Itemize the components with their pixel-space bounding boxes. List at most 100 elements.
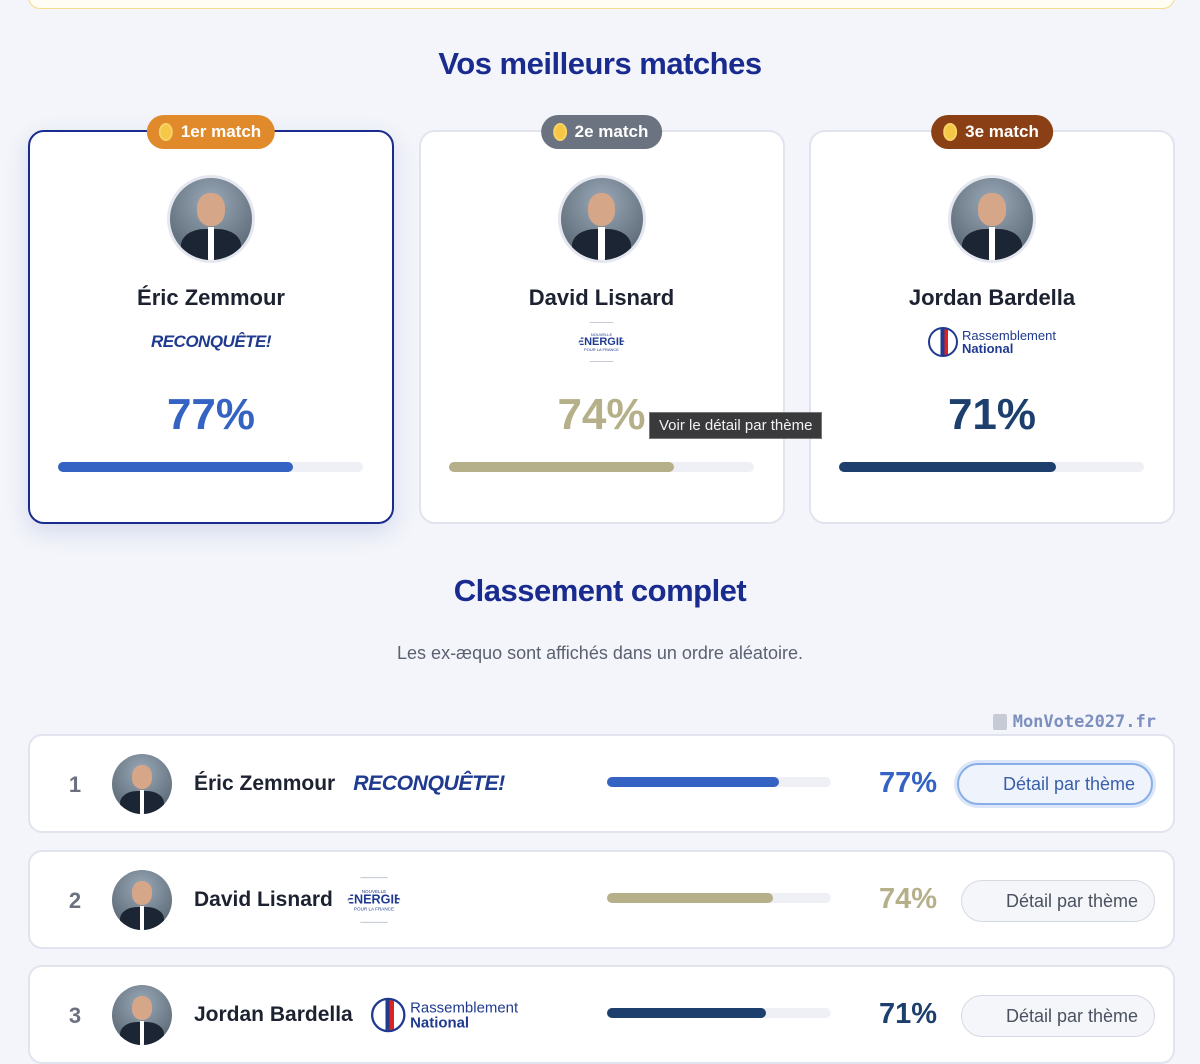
match-percent: 77%	[166, 390, 256, 439]
photo-head	[587, 192, 616, 226]
badge-text: 1er match	[180, 122, 262, 141]
badge-text: 2e match	[574, 122, 649, 141]
match-card[interactable]: 1er match Éric Zemmour RECONQUÊTE! 77%	[28, 115, 394, 524]
section-title: Classement complet	[453, 573, 747, 608]
detail-button[interactable]: Détail par thème	[957, 763, 1154, 805]
progress-track	[607, 893, 831, 903]
progress-bar	[607, 777, 780, 787]
candidate-name: David Lisnard	[194, 887, 333, 911]
candidate-name: Éric Zemmour	[194, 771, 336, 795]
match-percent: 77%	[878, 767, 937, 799]
match-card[interactable]: 2e match David Lisnard NOUVELLE ÉNERGIE POUR…	[418, 115, 785, 524]
party-logo-box: RECONQUÊTE!	[30, 322, 392, 362]
party-logo-line: POUR LA FRANCE	[584, 346, 619, 352]
party-logo-line: NOUVELLE	[590, 331, 613, 337]
photo	[167, 175, 255, 263]
party-logo: NOUVELLE ÉNERGIE POUR LA FRANCE	[345, 876, 403, 923]
party-logo-mark	[370, 997, 406, 1032]
progress-track	[607, 777, 831, 787]
candidate-name: David Lisnard	[528, 285, 675, 310]
chart-icon	[978, 893, 994, 909]
ranking-row: 3 Jordan Bardella Rassemblement National 71%…	[28, 965, 1175, 1064]
match-card[interactable]: 3e match Jordan Bardella Rassemblement Nati…	[809, 115, 1175, 524]
photo	[112, 985, 172, 1045]
button-label: Détail par thème	[1003, 773, 1136, 794]
photo-tie	[139, 1021, 145, 1045]
chart-icon	[975, 776, 991, 792]
party-logo-text: Rassemblement National	[410, 1000, 518, 1030]
progress-bar	[607, 893, 773, 903]
photo-head	[131, 995, 153, 1020]
party-logo: RECONQUÊTE!	[150, 332, 272, 351]
photo-head	[131, 880, 153, 905]
medal-icon	[158, 123, 173, 141]
photo	[112, 870, 172, 930]
medal-icon	[943, 123, 958, 141]
progress-track	[607, 1008, 831, 1018]
photo-tie	[207, 227, 215, 260]
ranking-row: 2 David Lisnard NOUVELLE ÉNERGIE POUR LA FRA…	[28, 850, 1175, 949]
progress-track	[839, 462, 1144, 472]
name-group: Éric Zemmour RECONQUÊTE!	[194, 736, 505, 831]
party-logo: Rassemblement National	[370, 997, 518, 1032]
party-logo-line: Rassemblement	[962, 328, 1056, 343]
photo	[112, 754, 172, 814]
party-logo-line: National	[962, 341, 1014, 356]
photo	[557, 175, 646, 263]
note: Les ex-æquo sont affichés dans un ordre …	[397, 643, 803, 663]
detail-button[interactable]: Détail par thème	[961, 995, 1156, 1037]
watermark-icon	[992, 714, 1007, 730]
rank: 1	[68, 772, 82, 797]
button-label: Détail par thème	[1006, 1005, 1139, 1026]
badge-text: 3e match	[965, 122, 1039, 141]
chart-icon	[978, 1008, 994, 1024]
party-logo-text: Rassemblement National	[962, 329, 1056, 355]
party-logo-box: Rassemblement National	[811, 322, 1173, 362]
match-percent: 74%	[557, 390, 646, 439]
candidate-name: Éric Zemmour	[137, 285, 285, 310]
candidate-name: Jordan Bardella	[908, 285, 1076, 310]
match-percent: 74%	[878, 883, 937, 915]
rank: 3	[68, 1003, 82, 1028]
watermark: MonVote2027.fr	[992, 712, 1156, 732]
party-logo: NOUVELLE ÉNERGIE POUR LA FRANCE	[576, 322, 627, 362]
party-logo-box: NOUVELLE ÉNERGIE POUR LA FRANCE	[421, 322, 783, 362]
name-group: Jordan Bardella Rassemblement National	[194, 967, 518, 1062]
rank: 2	[68, 888, 82, 913]
party-logo-line: ÉNERGIE	[345, 892, 403, 906]
badge: 3e match	[931, 115, 1053, 149]
photo-tie	[988, 227, 996, 260]
party-logo-mark	[928, 327, 959, 357]
photo-tie	[598, 227, 605, 260]
progress-track	[58, 462, 363, 472]
progress-bar	[839, 462, 1056, 472]
progress-bar	[448, 462, 675, 472]
section-title: Vos meilleurs matches	[438, 46, 762, 81]
photo-tie	[139, 906, 145, 930]
ranking-row: 1 Éric Zemmour RECONQUÊTE! 77% Détail par th…	[28, 734, 1175, 833]
detail-button[interactable]: Détail par thème	[961, 880, 1156, 922]
photo-tie	[139, 790, 145, 814]
candidate-name: Jordan Bardella	[194, 1002, 353, 1026]
name-group: David Lisnard NOUVELLE ÉNERGIE POUR LA FRAN…	[194, 852, 403, 947]
progress-bar	[607, 1008, 767, 1018]
photo	[948, 175, 1036, 263]
party-logo-line: ÉNERGIE	[576, 335, 627, 348]
progress-bar	[58, 462, 293, 472]
watermark-text: MonVote2027.fr	[1012, 712, 1156, 732]
badge: 1er match	[146, 115, 276, 149]
progress-track	[448, 462, 754, 472]
medal-icon	[552, 123, 567, 141]
party-logo-line: NOUVELLE	[361, 887, 387, 894]
party-logo-line: POUR LA FRANCE	[353, 904, 394, 911]
photo-head	[131, 764, 153, 789]
party-logo: Rassemblement National	[928, 327, 1056, 357]
photo-head	[978, 192, 1006, 226]
party-logo: RECONQUÊTE!	[353, 771, 505, 795]
badge: 2e match	[540, 115, 663, 149]
match-percent: 71%	[947, 390, 1037, 439]
photo-head	[197, 192, 225, 226]
tooltip: Voir le détail par thème	[649, 412, 823, 439]
button-label: Détail par thème	[1006, 890, 1139, 911]
